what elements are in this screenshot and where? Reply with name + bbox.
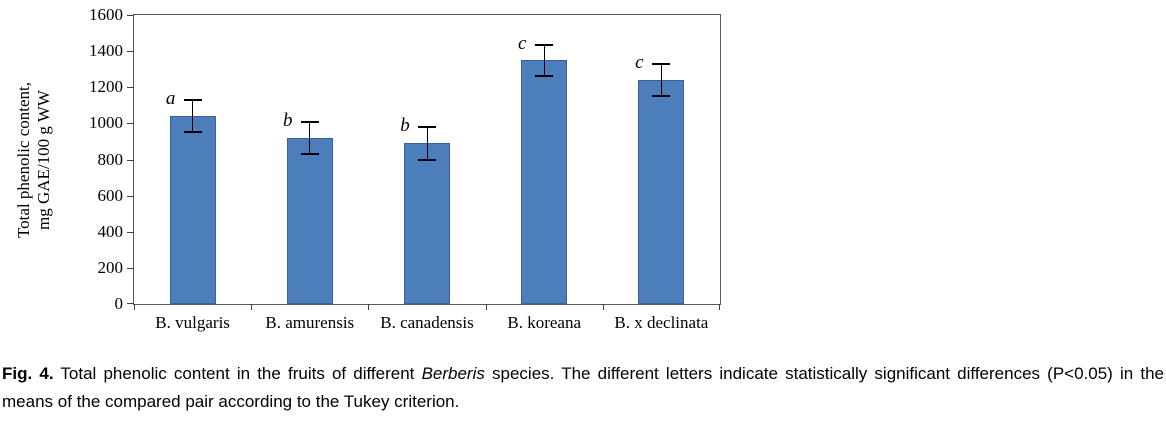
error-bar-cap [183, 131, 202, 134]
x-axis-label-b-amurensis: B. amurensis [265, 313, 355, 332]
x-tick-mark [485, 304, 487, 310]
bar-b-canadensis [404, 143, 450, 304]
figure-label: Fig. 4. [2, 364, 54, 383]
error-bar-cap [652, 95, 671, 98]
caption-species-name: Berberis [421, 364, 485, 383]
significance-letter-b-canadensis: b [400, 115, 410, 136]
y-tick-label-200: 200 [97, 257, 124, 277]
error-bar-cap [535, 43, 554, 46]
y-tick-label-1400: 1400 [89, 41, 123, 61]
y-tick-mark [127, 87, 134, 89]
bar-b-amurensis [286, 137, 333, 304]
y-tick-label-800: 800 [97, 149, 124, 169]
significance-letter-b-x-declinata: c [635, 51, 644, 73]
bar-b-vulgaris [169, 116, 216, 304]
error-bar-line [543, 44, 545, 76]
x-axis-label-b-vulgaris: B. vulgaris [155, 313, 230, 332]
x-tick-mark [368, 304, 370, 310]
y-tick-mark [127, 15, 134, 16]
error-bar-line [192, 99, 194, 133]
y-tick-mark [127, 123, 134, 125]
error-bar-cap [418, 158, 436, 161]
y-axis-title: Total phenolic content, mg GAE/100 g WW [14, 10, 54, 310]
y-tick-label-400: 400 [97, 221, 124, 241]
total-phenolic-bar-chart: Total phenolic content, mg GAE/100 g WW … [14, 6, 721, 332]
error-bar-line [426, 127, 428, 160]
bar-b-koreana [521, 60, 568, 304]
error-bar-line [660, 63, 662, 97]
x-tick-mark [134, 304, 135, 310]
y-tick-mark [127, 195, 134, 197]
error-bar-cap [300, 120, 319, 123]
plot-area: 0 200 400 600 800 1000 1200 1400 1600 a B. vulgari… [89, 6, 721, 332]
caption-text-before: Total phenolic content in the fruits of … [60, 364, 422, 383]
error-bar-cap [652, 62, 671, 65]
y-tick-mark [127, 51, 134, 53]
significance-letter-b-vulgaris: a [165, 87, 176, 109]
error-bar-cap [418, 126, 436, 128]
error-bar-cap [535, 74, 554, 77]
y-tick-label-1000: 1000 [89, 113, 123, 133]
y-tick-label-1600: 1600 [89, 5, 123, 24]
y-tick-mark [127, 231, 134, 233]
error-bar-cap [300, 153, 319, 156]
x-axis-label-b-canadensis: B. canadensis [380, 313, 474, 332]
x-tick-mark [602, 304, 604, 310]
bar-b-x-declinata [638, 80, 685, 304]
y-tick-mark [127, 159, 134, 161]
y-tick-label-0: 0 [114, 294, 124, 313]
significance-letter-b-koreana: c [517, 32, 527, 54]
error-bar-cap [183, 98, 202, 101]
y-tick-mark [127, 267, 134, 269]
error-bar-line [309, 121, 311, 155]
x-axis-label-b-x-declinata: B. x declinata [614, 313, 709, 332]
significance-letter-b-amurensis: b [283, 109, 293, 131]
figure-caption: Fig. 4. Total phenolic content in the fr… [2, 360, 1164, 416]
x-tick-mark [251, 304, 253, 310]
y-tick-label-1200: 1200 [89, 77, 123, 97]
y-axis-title-line2: mg GAE/100 g WW [34, 90, 53, 230]
y-tick-label-600: 600 [97, 185, 124, 205]
caption-text-after: species. The different letters indicate … [2, 364, 1164, 411]
y-axis-title-line1: Total phenolic content, [14, 82, 33, 239]
y-tick-mark [127, 303, 134, 304]
x-axis-label-b-koreana: B. koreana [507, 313, 581, 332]
x-tick-mark [719, 304, 720, 310]
